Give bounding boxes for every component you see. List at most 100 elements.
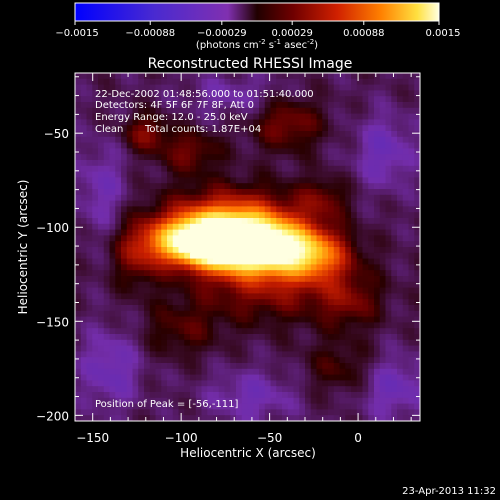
heatmap-cell xyxy=(259,200,266,207)
heatmap-cell xyxy=(236,252,243,260)
heatmap-cell xyxy=(385,281,392,289)
heatmap-cell xyxy=(75,136,82,144)
heatmap-cell xyxy=(293,177,300,184)
heatmap-cell xyxy=(328,177,335,184)
heatmap-cell xyxy=(98,380,105,387)
heatmap-cell xyxy=(138,357,145,364)
heatmap-cell xyxy=(224,171,231,178)
heatmap-cell xyxy=(368,107,375,115)
heatmap-cell xyxy=(328,189,335,196)
heatmap-cell xyxy=(259,171,266,178)
heatmap-cell xyxy=(259,241,266,248)
heatmap-cell xyxy=(195,223,203,231)
heatmap-cell xyxy=(184,287,191,294)
heatmap-cell xyxy=(402,258,410,265)
heatmap-cell xyxy=(241,380,249,387)
heatmap-cell xyxy=(408,252,415,260)
heatmap-cell xyxy=(253,160,260,167)
heatmap-cell xyxy=(391,229,398,236)
heatmap-cell xyxy=(259,368,266,376)
heatmap-cell xyxy=(299,125,306,132)
heatmap-cell xyxy=(80,241,88,248)
heatmap-cell xyxy=(75,386,82,393)
heatmap-cell xyxy=(86,345,93,352)
heatmap-cell xyxy=(224,160,231,167)
heatmap-cell xyxy=(276,136,283,144)
heatmap-cell xyxy=(282,247,289,254)
heatmap-cell xyxy=(328,363,335,370)
heatmap-cell xyxy=(109,403,116,410)
heatmap-cell xyxy=(322,96,329,103)
heatmap-cell xyxy=(402,125,410,132)
heatmap-cell xyxy=(402,368,410,376)
heatmap-cell xyxy=(287,131,295,138)
heatmap-cell xyxy=(270,334,277,341)
heatmap-cell xyxy=(109,357,116,364)
heatmap-cell xyxy=(138,183,145,190)
heatmap-cell xyxy=(195,368,203,376)
heatmap-cell xyxy=(414,397,420,405)
heatmap-cell xyxy=(207,305,214,312)
heatmap-cell xyxy=(98,316,105,323)
heatmap-cell xyxy=(322,165,329,173)
heatmap-cell xyxy=(264,252,272,260)
heatmap-cell xyxy=(195,119,203,126)
heatmap-cell xyxy=(316,119,323,126)
heatmap-cell xyxy=(253,119,260,126)
heatmap-cell xyxy=(316,102,323,109)
heatmap-cell xyxy=(385,316,392,323)
heatmap-cell xyxy=(167,200,174,207)
heatmap-cell xyxy=(75,397,82,405)
heatmap-cell xyxy=(115,136,122,144)
heatmap-cell xyxy=(224,119,231,126)
heatmap-cell xyxy=(368,183,375,190)
heatmap-cell xyxy=(264,183,272,190)
heatmap-cell xyxy=(391,258,398,265)
heatmap-cell xyxy=(92,252,99,260)
heatmap-cell xyxy=(259,84,266,91)
heatmap-cell xyxy=(75,102,82,109)
heatmap-cell xyxy=(207,107,214,115)
heatmap-cell xyxy=(345,334,352,341)
heatmap-cell xyxy=(138,212,145,219)
heatmap-cell xyxy=(345,229,352,236)
heatmap-cell xyxy=(328,357,335,364)
heatmap-cell xyxy=(224,392,231,399)
heatmap-cell xyxy=(184,345,191,352)
heatmap-cell xyxy=(115,154,122,161)
heatmap-cell xyxy=(345,409,352,416)
heatmap-cell xyxy=(328,264,335,271)
heatmap-cell xyxy=(80,142,88,149)
heatmap-cell xyxy=(207,316,214,323)
heatmap-cell xyxy=(385,165,392,173)
heatmap-cell xyxy=(178,223,185,231)
heatmap-cell xyxy=(362,316,369,323)
heatmap-cell xyxy=(362,78,369,86)
heatmap-cell xyxy=(230,345,237,352)
heatmap-cell xyxy=(149,409,157,416)
heatmap-cell xyxy=(126,403,134,410)
heatmap-cell xyxy=(328,154,335,161)
heatmap-cell xyxy=(149,339,157,347)
heatmap-cell xyxy=(184,258,191,265)
heatmap-cell xyxy=(259,403,266,410)
heatmap-cell xyxy=(264,334,272,341)
heatmap-cell xyxy=(362,194,369,202)
heatmap-cell xyxy=(362,380,369,387)
heatmap-cell xyxy=(149,212,157,219)
heatmap-cell xyxy=(155,131,162,138)
heatmap-cell xyxy=(224,270,231,277)
heatmap-cell xyxy=(414,84,420,91)
x-tick-label: −150 xyxy=(76,431,109,445)
heatmap-cell xyxy=(408,154,415,161)
heatmap-cell xyxy=(270,276,277,283)
heatmap-cell xyxy=(374,148,381,155)
heatmap-cell xyxy=(270,397,277,405)
heatmap-cell xyxy=(161,107,168,115)
heatmap-cell xyxy=(230,299,237,306)
heatmap-cell xyxy=(264,148,272,155)
heatmap-cell xyxy=(270,339,277,347)
heatmap-cell xyxy=(138,368,145,376)
heatmap-cell xyxy=(293,397,300,405)
heatmap-cell xyxy=(241,247,249,254)
